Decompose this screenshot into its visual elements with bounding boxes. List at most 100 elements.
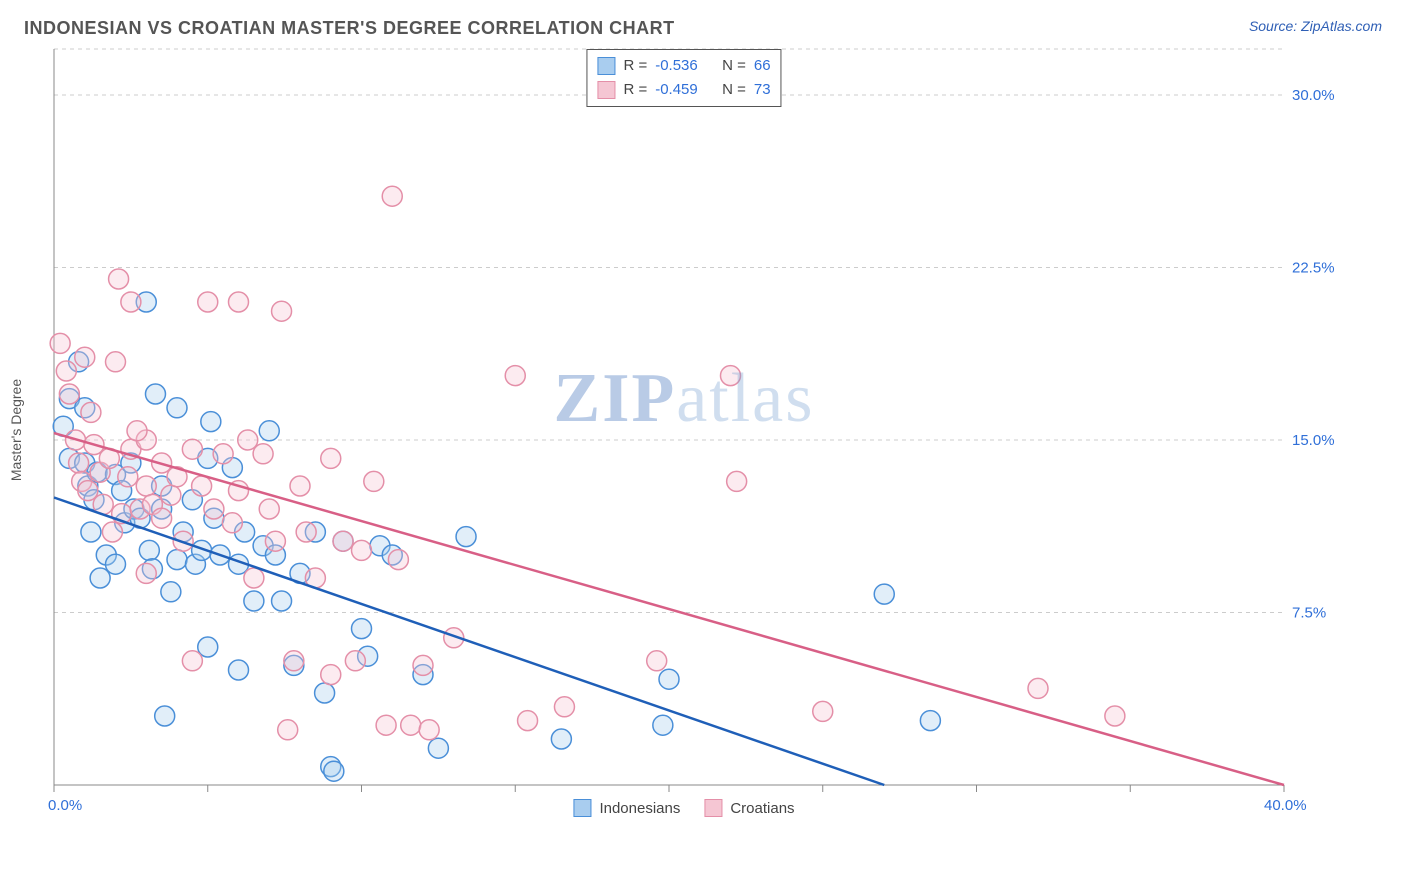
data-point [59, 384, 79, 404]
scatter-chart: 7.5% 15.0% 22.5% 30.0% [24, 45, 1344, 815]
legend-item: Indonesians [573, 799, 680, 817]
data-point [1028, 678, 1048, 698]
data-point [376, 715, 396, 735]
data-point [229, 660, 249, 680]
data-point [265, 531, 285, 551]
svg-text:30.0%: 30.0% [1292, 87, 1335, 104]
data-point [1105, 706, 1125, 726]
data-point [139, 540, 159, 560]
data-point [253, 444, 273, 464]
data-point [321, 448, 341, 468]
series-swatch [597, 81, 615, 99]
data-point [75, 347, 95, 367]
data-point [106, 554, 126, 574]
data-point [161, 582, 181, 602]
data-point [244, 568, 264, 588]
data-point [259, 421, 279, 441]
data-point [213, 444, 233, 464]
series-swatch [597, 57, 615, 75]
svg-text:22.5%: 22.5% [1292, 260, 1335, 277]
series-legend: Indonesians Croatians [573, 799, 794, 817]
data-point [419, 720, 439, 740]
data-point [167, 550, 187, 570]
correlation-legend: R = -0.536 N = 66R = -0.459 N = 73 [586, 49, 781, 107]
data-point [90, 568, 110, 588]
svg-text:15.0%: 15.0% [1292, 432, 1335, 449]
data-point [321, 665, 341, 685]
data-point [428, 738, 448, 758]
data-point [229, 292, 249, 312]
data-point [201, 412, 221, 432]
data-point [155, 706, 175, 726]
data-point [272, 591, 292, 611]
data-point [192, 476, 212, 496]
data-point [56, 361, 76, 381]
data-point [920, 711, 940, 731]
data-point [647, 651, 667, 671]
svg-text:7.5%: 7.5% [1292, 605, 1326, 622]
data-point [284, 651, 304, 671]
data-point [102, 522, 122, 542]
data-point [152, 508, 172, 528]
chart-area: Master's Degree ZIPatlas 7.5%15.0%22.5%3… [24, 45, 1344, 815]
data-point [315, 683, 335, 703]
data-point [345, 651, 365, 671]
data-point [136, 476, 156, 496]
data-point [352, 540, 372, 560]
data-point [333, 531, 353, 551]
data-point [167, 398, 187, 418]
data-point [118, 467, 138, 487]
y-axis-label: Master's Degree [8, 379, 24, 481]
data-point [81, 522, 101, 542]
data-point [78, 481, 98, 501]
source-attribution: Source: ZipAtlas.com [1249, 18, 1382, 34]
correlation-row: R = -0.459 N = 73 [597, 78, 770, 102]
correlation-row: R = -0.536 N = 66 [597, 54, 770, 78]
legend-label: Indonesians [599, 800, 680, 817]
data-point [364, 471, 384, 491]
data-point [296, 522, 316, 542]
chart-title: INDONESIAN VS CROATIAN MASTER'S DEGREE C… [24, 18, 675, 39]
data-point [324, 761, 344, 781]
data-point [109, 269, 129, 289]
data-point [401, 715, 421, 735]
data-point [278, 720, 298, 740]
data-point [388, 550, 408, 570]
data-point [238, 430, 258, 450]
data-point [182, 439, 202, 459]
data-point [352, 619, 372, 639]
data-point [121, 292, 141, 312]
data-point [727, 471, 747, 491]
data-point [659, 669, 679, 689]
data-point [145, 384, 165, 404]
data-point [505, 366, 525, 386]
legend-swatch [573, 799, 591, 817]
data-point [69, 453, 89, 473]
data-point [874, 584, 894, 604]
data-point [127, 421, 147, 441]
data-point [198, 637, 218, 657]
data-point [272, 301, 292, 321]
data-point [244, 591, 264, 611]
data-point [721, 366, 741, 386]
data-point [290, 476, 310, 496]
data-point [551, 729, 571, 749]
data-point [81, 402, 101, 422]
data-point [518, 711, 538, 731]
data-point [222, 513, 242, 533]
x-axis-max-label: 40.0% [1264, 797, 1307, 814]
data-point [259, 499, 279, 519]
data-point [813, 701, 833, 721]
data-point [106, 352, 126, 372]
data-point [456, 527, 476, 547]
data-point [653, 715, 673, 735]
data-point [182, 651, 202, 671]
data-point [136, 563, 156, 583]
data-point [204, 499, 224, 519]
legend-swatch [704, 799, 722, 817]
legend-label: Croatians [730, 800, 794, 817]
data-point [382, 186, 402, 206]
data-point [413, 655, 433, 675]
legend-item: Croatians [704, 799, 794, 817]
data-point [554, 697, 574, 717]
